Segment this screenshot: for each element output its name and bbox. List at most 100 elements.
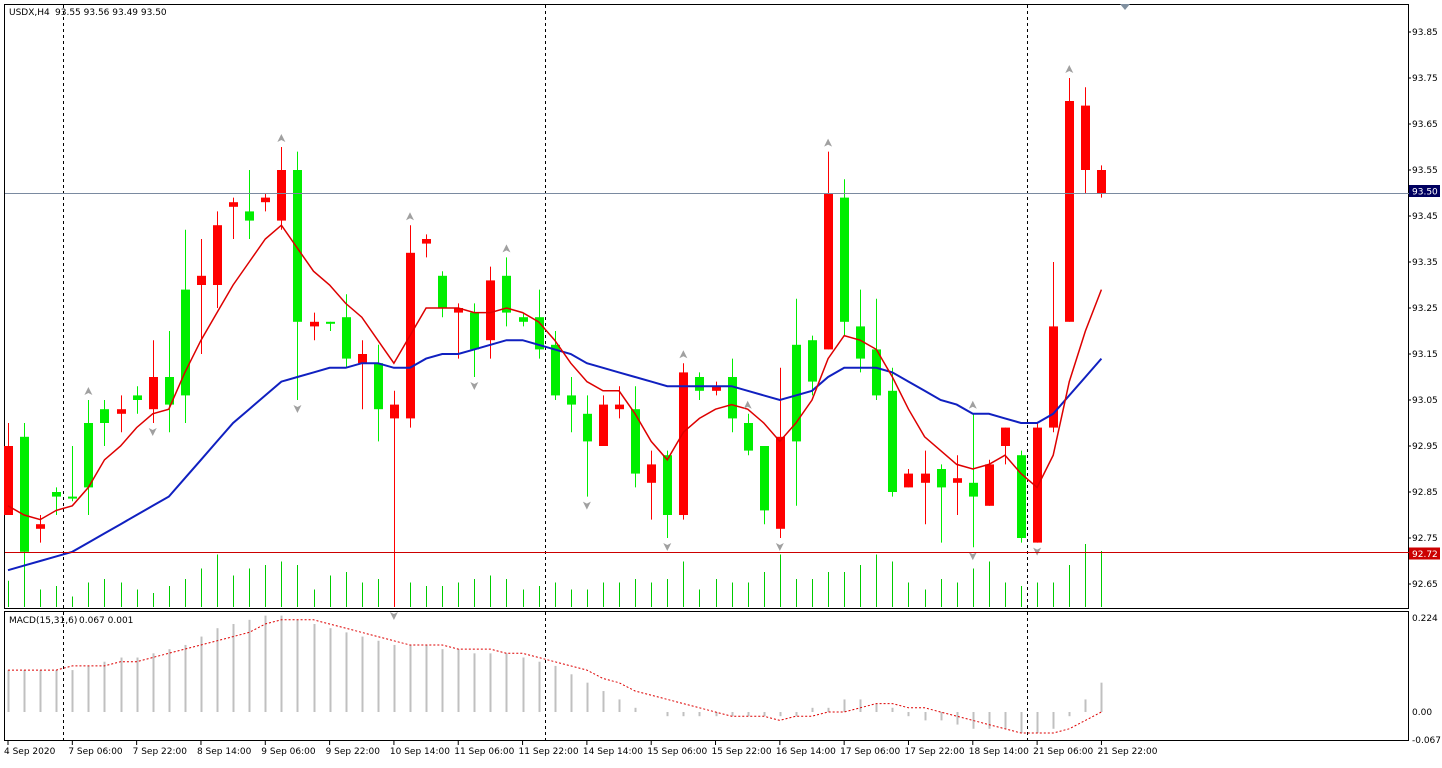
candle-body [1097, 170, 1106, 193]
candle-body [728, 377, 737, 419]
candle-body [792, 344, 801, 442]
price-tick-label: 93.45 [1412, 212, 1438, 222]
price-tick-label: 92.85 [1412, 488, 1438, 498]
fractal-down-icon [775, 543, 784, 551]
candle-body [695, 377, 704, 391]
candle-body [712, 386, 721, 391]
candle-body [20, 436, 29, 552]
time-tick-label: 10 Sep 14:00 [390, 747, 450, 757]
candle-body [679, 372, 688, 515]
fractal-up-icon [1065, 65, 1074, 73]
candle-body [358, 354, 367, 364]
hline-tag-text: 92.72 [1412, 550, 1438, 560]
candle-body [888, 390, 897, 492]
fractal-up-icon [84, 387, 93, 395]
time-tick-label: 17 Sep 06:00 [840, 747, 900, 757]
price-panel[interactable] [4, 4, 1409, 609]
fractal-down-icon [968, 552, 977, 561]
macd-values-label: 0.067 0.001 [79, 616, 133, 626]
price-tick-label: 93.15 [1412, 350, 1438, 360]
candle-body [165, 377, 174, 405]
fractal-up-icon [502, 244, 511, 253]
candle-body [1017, 455, 1026, 538]
candle-body [583, 413, 592, 442]
price-tick-label: 93.05 [1412, 396, 1438, 406]
candle-body [277, 170, 286, 221]
time-tick-label: 21 Sep 06:00 [1033, 747, 1093, 757]
candle-body [615, 404, 624, 410]
candle-body [438, 275, 447, 308]
ma-slow-line [7, 339, 1103, 572]
time-tick-label: 7 Sep 22:00 [133, 747, 188, 757]
candle-body [776, 436, 785, 529]
time-tick-label: 4 Sep 2020 [4, 747, 56, 757]
candle-body [342, 317, 351, 359]
fractal-down-icon [1033, 547, 1042, 556]
candle-body [229, 202, 238, 207]
candle-body [52, 492, 61, 497]
fractal-up-icon [968, 400, 977, 409]
price-tick-label: 92.65 [1412, 580, 1438, 590]
fractal-up-icon [277, 134, 286, 142]
candle-body [631, 409, 640, 474]
candle-body [663, 455, 672, 515]
macd-series [7, 615, 1103, 734]
ma-fast-line [7, 224, 1103, 521]
candle-body [551, 344, 560, 396]
candle-body [68, 496, 77, 499]
time-tick-label: 7 Sep 06:00 [68, 747, 123, 757]
price-tick-label: 93.65 [1412, 120, 1438, 130]
candle-body [486, 280, 495, 341]
candle-body [1001, 427, 1010, 446]
candle-body [535, 317, 544, 350]
candle-body [953, 478, 962, 483]
candle-body [245, 211, 254, 221]
candle-body [84, 423, 93, 488]
fractal-up-icon [679, 350, 688, 359]
fractal-down-icon [293, 405, 302, 413]
candle-body [422, 239, 431, 244]
macd-label: MACD(15,31,6) [9, 616, 77, 626]
fractal-up-icon [824, 138, 833, 147]
time-tick-label: 15 Sep 06:00 [647, 747, 707, 757]
candles [4, 78, 1106, 607]
candle-body [293, 170, 302, 322]
fractal-down-icon [663, 543, 672, 551]
fractals [84, 65, 1074, 620]
macd-tick-label: -0.067 [1412, 736, 1441, 746]
bid-price-tag: 93.50 [1409, 185, 1440, 198]
price-tick-label: 93.85 [1412, 28, 1438, 38]
time-tick-label: 9 Sep 22:00 [326, 747, 381, 757]
candle-body [197, 275, 206, 285]
time-tick-label: 11 Sep 06:00 [454, 747, 514, 757]
candle-body [872, 349, 881, 396]
candle-body [390, 404, 399, 419]
ohlc-label: 93.55 93.56 93.49 93.50 [55, 8, 167, 18]
time-tick-label: 17 Sep 22:00 [904, 747, 964, 757]
candle-body [856, 326, 865, 359]
candle-body [985, 464, 994, 506]
price-panel-frame [4, 4, 1409, 609]
candle-body [760, 446, 769, 511]
candle-body [824, 193, 833, 350]
candle-body [904, 473, 913, 488]
fractal-down-icon [389, 612, 398, 620]
price-tick-label: 93.35 [1412, 258, 1438, 268]
price-tick-label: 93.25 [1412, 304, 1438, 314]
candle-body [213, 225, 222, 285]
symbol-label: USDX,H4 [9, 8, 50, 18]
time-tick-label: 21 Sep 22:00 [1097, 747, 1157, 757]
moving-averages [7, 224, 1103, 572]
bid-tag-text: 93.50 [1412, 188, 1438, 198]
candle-body [647, 464, 656, 483]
candle-body [36, 524, 45, 529]
macd-panel[interactable] [4, 611, 1409, 741]
candle-body [840, 197, 849, 322]
candle-body [261, 197, 270, 203]
candle-body [1065, 101, 1074, 322]
scroll-marker-icon [1120, 4, 1130, 10]
candle-body [969, 482, 978, 497]
macd-tick-label: 0.00 [1412, 708, 1432, 718]
